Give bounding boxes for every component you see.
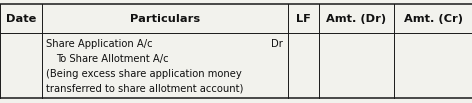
Text: Amt. (Cr): Amt. (Cr) xyxy=(404,14,463,24)
Text: Date: Date xyxy=(6,14,36,24)
Text: (Being excess share application money: (Being excess share application money xyxy=(46,69,242,79)
Text: Share Application A/c: Share Application A/c xyxy=(46,39,152,49)
Text: To Share Allotment A/c: To Share Allotment A/c xyxy=(56,54,169,64)
Text: Particulars: Particulars xyxy=(130,14,200,24)
Text: LF: LF xyxy=(296,14,311,24)
Text: Dr: Dr xyxy=(271,39,283,49)
Text: Amt. (Dr): Amt. (Dr) xyxy=(326,14,387,24)
Text: transferred to share allotment account): transferred to share allotment account) xyxy=(46,84,243,94)
